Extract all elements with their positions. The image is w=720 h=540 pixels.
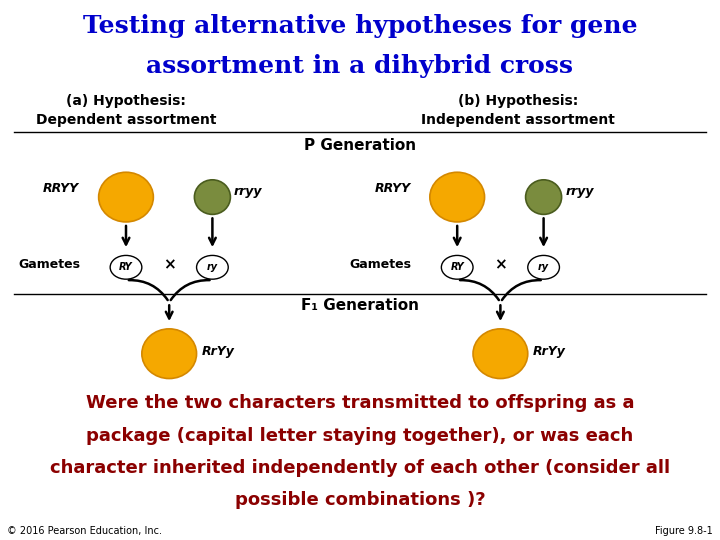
Text: RRYY: RRYY — [374, 183, 410, 195]
Circle shape — [197, 255, 228, 279]
Ellipse shape — [194, 180, 230, 214]
Text: character inherited independently of each other (consider all: character inherited independently of eac… — [50, 459, 670, 477]
Text: Figure 9.8-1: Figure 9.8-1 — [655, 525, 713, 536]
Ellipse shape — [142, 329, 197, 379]
Text: package (capital letter staying together), or was each: package (capital letter staying together… — [86, 427, 634, 444]
Text: Were the two characters transmitted to offspring as a: Were the two characters transmitted to o… — [86, 394, 634, 412]
Text: ×: × — [163, 257, 176, 272]
Text: ×: × — [494, 257, 507, 272]
Text: ry: ry — [207, 262, 218, 272]
Circle shape — [528, 255, 559, 279]
Text: assortment in a dihybrid cross: assortment in a dihybrid cross — [146, 54, 574, 78]
Text: (b) Hypothesis:: (b) Hypothesis: — [458, 94, 579, 109]
Ellipse shape — [473, 329, 528, 379]
Text: RrYy: RrYy — [202, 345, 235, 357]
Text: F₁ Generation: F₁ Generation — [301, 298, 419, 313]
Text: RRYY: RRYY — [43, 183, 79, 195]
Text: P Generation: P Generation — [304, 138, 416, 153]
Text: RrYy: RrYy — [533, 345, 566, 357]
Text: RY: RY — [120, 262, 132, 272]
Ellipse shape — [526, 180, 562, 214]
Text: RY: RY — [451, 262, 464, 272]
Ellipse shape — [430, 172, 485, 222]
Text: rryy: rryy — [565, 185, 594, 198]
Text: possible combinations )?: possible combinations )? — [235, 491, 485, 509]
Ellipse shape — [99, 172, 153, 222]
Text: Gametes: Gametes — [349, 258, 411, 271]
Text: rryy: rryy — [234, 185, 263, 198]
Circle shape — [110, 255, 142, 279]
Text: © 2016 Pearson Education, Inc.: © 2016 Pearson Education, Inc. — [7, 525, 162, 536]
Text: Dependent assortment: Dependent assortment — [36, 113, 216, 127]
Circle shape — [441, 255, 473, 279]
Text: ry: ry — [538, 262, 549, 272]
Text: Gametes: Gametes — [18, 258, 80, 271]
Text: (a) Hypothesis:: (a) Hypothesis: — [66, 94, 186, 109]
Text: Independent assortment: Independent assortment — [421, 113, 616, 127]
Text: Testing alternative hypotheses for gene: Testing alternative hypotheses for gene — [83, 14, 637, 37]
